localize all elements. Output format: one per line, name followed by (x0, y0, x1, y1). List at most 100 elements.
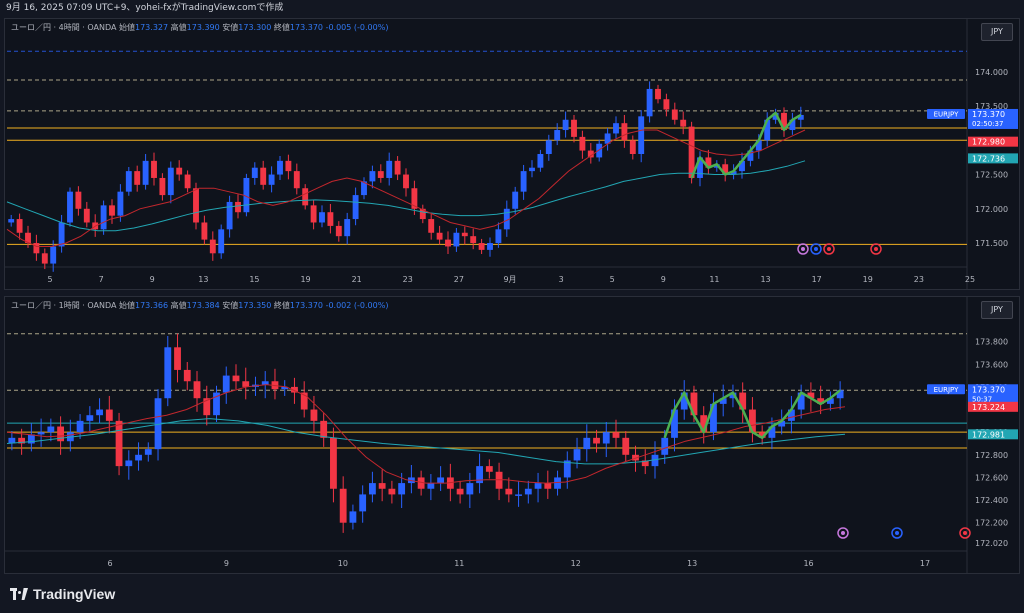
chart-canvas-1h[interactable]: 173.800173.600173.400173.000172.800172.6… (5, 297, 1019, 573)
candle-body (268, 174, 275, 185)
y-tick-label: 172.000 (975, 205, 1008, 214)
candle-body (456, 488, 464, 495)
candle-body (83, 208, 90, 223)
currency-button[interactable]: JPY (981, 23, 1013, 41)
candle-body (117, 191, 124, 216)
candle-body (417, 477, 425, 489)
candle-body (167, 167, 174, 196)
candle-body (291, 386, 298, 393)
candle-body (690, 392, 698, 416)
candle-body (58, 222, 65, 247)
candle-body (563, 460, 571, 478)
calendar-event-icon (810, 243, 822, 255)
candle-body (505, 488, 513, 495)
y-tick-label: 172.400 (975, 496, 1008, 505)
x-tick-label: 16 (803, 559, 813, 568)
price-label-bg (968, 384, 1018, 405)
candle-body (807, 392, 815, 399)
candle-body (593, 437, 600, 444)
candle-body (18, 437, 26, 444)
candle-body (109, 205, 115, 216)
candle-body (105, 409, 113, 421)
candle-body (183, 369, 191, 382)
candle-body (789, 119, 796, 131)
x-tick-label: 9 (224, 559, 229, 568)
candle-body (621, 123, 628, 141)
price-label: 173.370 (972, 110, 1005, 119)
lightning-event-icon (837, 527, 849, 539)
candle-body (335, 225, 342, 237)
moving-average-fast (6, 384, 846, 484)
legend-close-label: 終値 (273, 301, 290, 310)
candle-body (688, 126, 695, 178)
tradingview-logo[interactable]: TradingView (10, 586, 115, 602)
candle-body (487, 243, 493, 250)
candle-body (184, 174, 191, 189)
legend-change: -0.002 (-0.00%) (325, 301, 389, 310)
symbol-label-bg (927, 384, 965, 395)
news-event-icon (823, 243, 835, 255)
candle-body (176, 167, 183, 175)
legend-open-label: 始値 (119, 301, 135, 310)
candle-body (222, 375, 230, 393)
x-tick-label: 23 (403, 275, 413, 284)
candle-body (394, 160, 401, 175)
candle-body (142, 160, 149, 185)
x-tick-label: 21 (352, 275, 362, 284)
candle-body (453, 232, 460, 247)
candle-body (470, 236, 477, 244)
symbol-label: EURJPY (934, 110, 960, 118)
candle-body (749, 409, 756, 433)
x-tick-label: 13 (760, 275, 770, 284)
calendar-event-icon (891, 527, 903, 539)
chart-pane-4h[interactable]: 174.000 173.500 172.500 172.000 171.500 5 7 9 13… (4, 18, 1020, 290)
candle-body (781, 112, 787, 131)
candle-body (503, 208, 510, 230)
candle-body (671, 409, 678, 438)
currency-button[interactable]: JPY (981, 301, 1013, 319)
legend-symbol: ユーロ／円 · 4時間 · OANDA (11, 23, 117, 32)
x-tick-label: 17 (920, 559, 930, 568)
news-event-icon-dot (874, 247, 878, 251)
candle-body (310, 205, 317, 223)
legend-change: -0.005 (-0.00%) (325, 23, 389, 32)
candle-body (277, 160, 283, 175)
candle-body (193, 381, 201, 399)
legend-symbol: ユーロ／円 · 1時間 · OANDA (11, 301, 117, 310)
legend-high-label: 高値 (170, 301, 187, 310)
candle-body (554, 130, 561, 141)
candle-body (57, 426, 65, 442)
chart-legend-4h: ユーロ／円 · 4時間 · OANDA 始値173.327 高値173.390 … (11, 22, 388, 33)
candle-body (213, 392, 220, 416)
price-label-timer: 50:37 (972, 395, 992, 403)
candle-body (388, 488, 396, 495)
candle-body (411, 188, 418, 209)
candle-body (797, 114, 804, 120)
candle-body (534, 483, 542, 489)
y-tick-label: 172.200 (975, 519, 1008, 528)
chart-canvas-4h[interactable]: 174.000 173.500 172.500 172.000 171.500 5 7 9 13… (5, 19, 1019, 289)
price-label-timer: 02:50:37 (972, 120, 1003, 128)
price-label-bg (968, 108, 1018, 129)
candle-body (705, 157, 712, 168)
candle-body (403, 174, 409, 189)
pattern-wave (690, 111, 802, 179)
tradingview-logo-icon (10, 588, 28, 600)
y-tick-label: 173.600 (975, 360, 1008, 369)
candle-body (302, 188, 309, 206)
symbol-label-bg (927, 108, 965, 119)
chart-pane-1h[interactable]: 173.800173.600173.400173.000172.800172.6… (4, 296, 1020, 574)
candle-body (622, 437, 630, 455)
candle-body (571, 119, 577, 137)
candle-body (76, 420, 84, 433)
candle-body (242, 381, 250, 387)
candle-body (613, 123, 619, 134)
candle-body (836, 390, 844, 399)
legend-high: 173.390 (186, 23, 220, 32)
candle-body (41, 253, 48, 264)
candle-body (151, 160, 157, 178)
candle-body (646, 88, 653, 117)
candle-body (386, 160, 393, 178)
candle-body (218, 229, 225, 254)
candle-body (398, 483, 406, 495)
